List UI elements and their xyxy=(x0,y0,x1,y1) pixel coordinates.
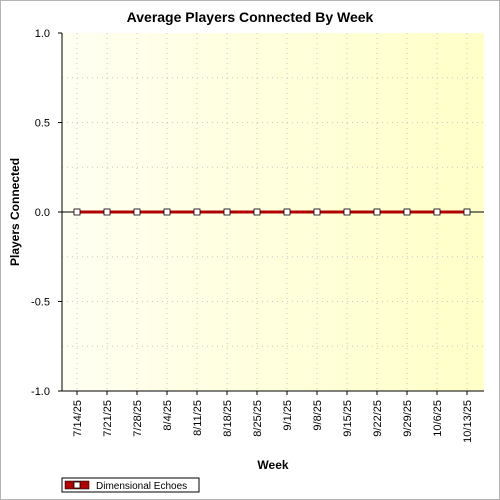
x-tick-label: 7/28/25 xyxy=(132,400,144,437)
legend: Dimensional Echoes xyxy=(61,477,200,493)
x-axis-title: Week xyxy=(257,458,288,472)
x-tick-label: 7/21/25 xyxy=(102,400,114,437)
data-point xyxy=(403,208,411,216)
x-tick-label: 7/14/25 xyxy=(72,400,84,437)
x-tick-label: 8/18/25 xyxy=(222,400,234,437)
x-tick-label: 10/13/25 xyxy=(462,400,474,443)
y-axis-title: Players Connected xyxy=(8,158,22,266)
data-point xyxy=(283,208,291,216)
y-tick-label: -0.5 xyxy=(31,297,50,309)
series-layer xyxy=(73,208,471,216)
x-tick-label: 9/22/25 xyxy=(372,400,384,437)
data-point xyxy=(223,208,231,216)
data-point xyxy=(73,208,81,216)
y-tick-label: 0.0 xyxy=(35,207,50,219)
x-tick-label: 9/29/25 xyxy=(402,400,414,437)
x-tick-label: 9/1/25 xyxy=(282,400,294,431)
data-point xyxy=(103,208,111,216)
x-tick-label: 8/4/25 xyxy=(162,400,174,431)
x-tick-label: 8/11/25 xyxy=(192,400,204,436)
data-point xyxy=(133,208,141,216)
x-ticks: 7/14/25 7/21/25 7/28/25 8/4/25 8/11/25 8/18/2… xyxy=(72,391,474,443)
y-tick-label: -1.0 xyxy=(31,386,50,398)
chart-title: Average Players Connected By Week xyxy=(127,9,374,25)
legend-label: Dimensional Echoes xyxy=(96,481,187,492)
x-tick-label: 9/8/25 xyxy=(312,400,324,431)
x-tick-label: 8/25/25 xyxy=(252,400,264,437)
legend-marker xyxy=(73,481,81,489)
data-point xyxy=(373,208,381,216)
y-tick-label: 1.0 xyxy=(35,28,50,40)
data-point xyxy=(193,208,201,216)
data-point xyxy=(343,208,351,216)
data-point xyxy=(313,208,321,216)
data-point xyxy=(463,208,471,216)
legend-box xyxy=(61,477,200,493)
data-point xyxy=(433,208,441,216)
data-point xyxy=(253,208,261,216)
x-tick-label: 9/15/25 xyxy=(342,400,354,437)
y-tick-label: 0.5 xyxy=(35,118,50,130)
data-point xyxy=(163,208,171,216)
y-ticks: 1.0 0.5 0.0 -0.5 -1.0 xyxy=(31,28,62,398)
x-tick-label: 10/6/25 xyxy=(432,400,444,437)
